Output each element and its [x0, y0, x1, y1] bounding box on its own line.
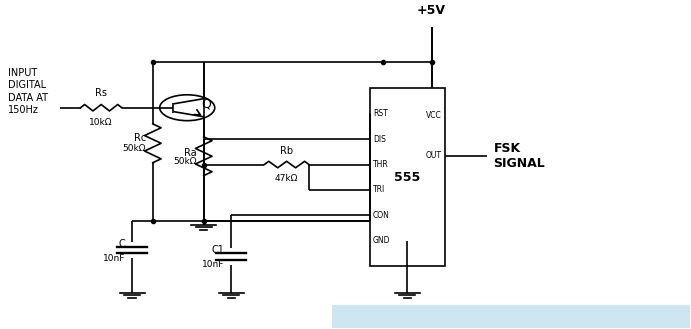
Text: INPUT
DIGITAL
DATA AT
150Hz: INPUT DIGITAL DATA AT 150Hz: [8, 68, 48, 115]
Text: 555: 555: [395, 171, 421, 184]
Text: 50kΩ: 50kΩ: [173, 157, 197, 165]
Text: +5V: +5V: [417, 4, 446, 17]
Text: CON: CON: [373, 211, 390, 220]
Text: RST: RST: [373, 109, 388, 118]
Text: OUT: OUT: [426, 151, 442, 161]
Text: DIS: DIS: [373, 135, 386, 144]
Text: C: C: [119, 239, 125, 248]
Text: Q: Q: [201, 98, 211, 111]
Text: 10nF: 10nF: [202, 260, 225, 269]
Text: 50kΩ: 50kΩ: [122, 144, 146, 153]
Bar: [332, 305, 690, 328]
Text: FSK
SIGNAL: FSK SIGNAL: [493, 142, 545, 170]
Text: Rs: Rs: [95, 88, 107, 98]
Text: Ra: Ra: [184, 148, 197, 158]
Text: C1: C1: [211, 245, 225, 255]
Text: THR: THR: [373, 160, 389, 169]
Text: VCC: VCC: [426, 111, 442, 119]
Text: 10nF: 10nF: [103, 254, 125, 263]
Text: 47kΩ: 47kΩ: [275, 174, 299, 183]
Text: Rc: Rc: [133, 134, 146, 143]
Text: GND: GND: [373, 236, 390, 245]
Text: 10kΩ: 10kΩ: [89, 118, 113, 127]
Text: TRI: TRI: [373, 186, 386, 194]
Text: Rb: Rb: [280, 146, 293, 157]
Bar: [370, 88, 445, 266]
